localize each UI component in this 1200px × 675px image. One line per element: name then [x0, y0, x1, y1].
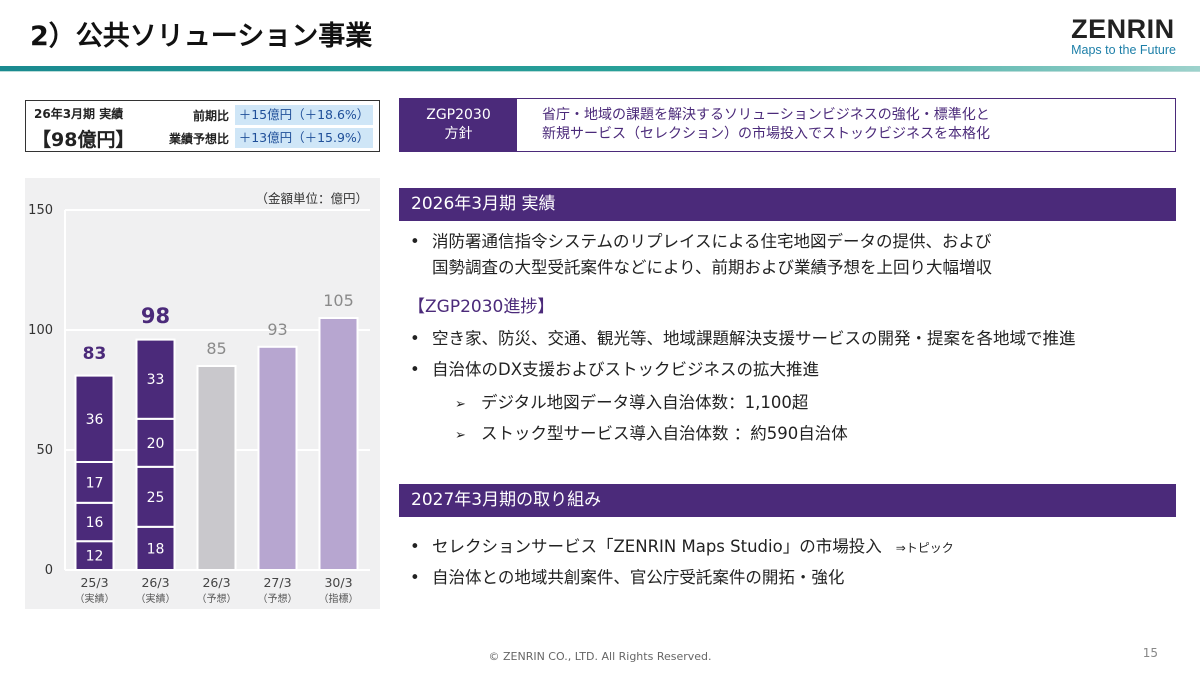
x-tick-sublabel: （予想） — [258, 592, 298, 605]
x-tick-sublabel: （実績） — [136, 592, 176, 605]
summary-row-vs-forecast: 業績予想比 ＋13億円（＋15.9%） — [169, 128, 373, 148]
summary-row-yoy: 前期比 ＋15億円（＋18.6%） — [193, 105, 373, 125]
topic-link[interactable]: ⇒トピック — [895, 541, 954, 555]
results-bullet-3-text: 自治体のDX支援およびストックビジネスの拡大推進 — [432, 360, 820, 379]
results-sub-bullet-1: ➢ デジタル地図データ導入自治体数：1,100超 — [455, 390, 808, 418]
bar-total-label: 105 — [323, 291, 354, 310]
revenue-bar-chart: 0 50 100 150 12 16 17 36 83 25/3 （実績） 18 25 20 33 98 26/… — [28, 203, 370, 605]
summary-row-value: ＋15億円（＋18.6%） — [235, 105, 373, 125]
bullet-dot: • — [410, 360, 420, 379]
bar-segment — [74, 540, 115, 572]
x-tick-label: 27/3 — [263, 575, 291, 590]
summary-row-key: 前期比 — [192, 108, 229, 123]
summary-value: 【98億円】 — [32, 129, 135, 151]
x-tick-label: 26/3 — [141, 575, 169, 590]
bar-segment — [135, 338, 176, 420]
arrow-bullet-icon: ➢ — [455, 397, 466, 412]
policy-heading-line2: 方針 — [444, 126, 473, 142]
bullet-dot: • — [410, 329, 420, 348]
results-section-header: 2026年3月期 実績 — [399, 188, 1176, 221]
logo-brand: ZENRIN — [1071, 14, 1175, 44]
bar-total-label: 83 — [83, 344, 107, 364]
copyright: © ZENRIN CO., LTD. All Rights Reserved. — [488, 650, 712, 663]
arrow-bullet-icon: ➢ — [455, 428, 466, 443]
bullet-dot: • — [410, 232, 420, 251]
results-sub-1-text: デジタル地図データ導入自治体数：1,100超 — [481, 393, 809, 412]
plans-bullet-1: • セレクションサービス「ZENRIN Maps Studio」の市場投入 ⇒トピッ… — [410, 534, 954, 561]
header-rule — [0, 66, 1200, 71]
bar-segment — [135, 417, 176, 468]
policy-text: 省庁・地域の課題を解決するソリューションビジネスの強化・標準化と 新規サービス（… — [542, 106, 990, 144]
bar-segment — [74, 501, 115, 543]
bar — [318, 317, 359, 571]
header-rule-thin — [0, 71, 1200, 72]
segment-value-label: 18 — [147, 541, 165, 557]
x-tick-label: 30/3 — [324, 575, 352, 590]
policy-line1: 省庁・地域の課題を解決するソリューションビジネスの強化・標準化と — [542, 107, 990, 123]
revenue-chart-panel: （金額単位：億円） 0 50 100 150 12 16 17 36 83 25/3 （実績） 18 2… — [25, 178, 380, 609]
results-summary-box: 26年3月期 実績 【98億円】 前期比 ＋15億円（＋18.6%） 業績予想比… — [25, 100, 380, 152]
y-tick-label: 0 — [45, 563, 53, 578]
segment-value-label: 20 — [147, 436, 165, 452]
x-tick-sublabel: （実績） — [75, 592, 115, 605]
results-sub-2-text: ストック型サービス導入自治体数 ：約590自治体 — [481, 424, 848, 443]
bullet-dot: • — [410, 537, 420, 556]
results-bullet-2: • 空き家、防災、交通、観光等、地域課題解決支援サービスの開発・提案を各地域で推進 — [410, 326, 1076, 352]
bar-total-label: 93 — [267, 320, 287, 339]
summary-row-value: ＋13億円（＋15.9%） — [235, 128, 373, 148]
y-tick-label: 100 — [28, 323, 53, 338]
bar — [257, 345, 298, 571]
x-tick-label: 26/3 — [202, 575, 230, 590]
segment-value-label: 36 — [86, 412, 104, 428]
bar-segment — [135, 465, 176, 528]
page-number: 15 — [1142, 646, 1158, 660]
plans-bullet-2-text: 自治体との地域共創案件、官公庁受託案件の開拓・強化 — [432, 568, 845, 587]
x-tick-sublabel: （指標） — [319, 592, 359, 605]
results-sub-bullet-2: ➢ ストック型サービス導入自治体数 ：約590自治体 — [455, 421, 848, 449]
results-bullet-1-line2: 国勢調査の大型受託案件などにより、前期および業績予想を上回り大幅増収 — [432, 258, 993, 277]
x-tick-sublabel: （予想） — [197, 592, 237, 605]
y-tick-label: 50 — [36, 443, 53, 458]
logo-tagline: Maps to the Future — [1071, 43, 1176, 57]
page-title: 2）公共ソリューション事業 — [30, 21, 373, 52]
segment-value-label: 16 — [86, 515, 104, 531]
segment-value-label: 33 — [147, 372, 165, 388]
bar-total-label: 85 — [206, 339, 226, 358]
results-bullet-2-text: 空き家、防災、交通、観光等、地域課題解決支援サービスの開発・提案を各地域で推進 — [432, 329, 1076, 348]
company-logo: ZENRIN Maps to the Future — [1071, 14, 1176, 57]
bar-segment — [74, 461, 115, 504]
results-bullet-1-line1: 消防署通信指令システムのリプレイスによる住宅地図データの提供、および — [432, 232, 992, 251]
summary-row-key: 業績予想比 — [168, 131, 229, 146]
summary-label: 26年3月期 実績 — [34, 107, 124, 121]
plans-section-header: 2027年3月期の取り組み — [399, 484, 1176, 517]
y-tick-label: 150 — [28, 203, 53, 218]
results-bullet-1: • 消防署通信指令システムのリプレイスによる住宅地図データの提供、および 国勢調査… — [410, 229, 992, 281]
policy-heading-line1: ZGP2030 — [426, 107, 491, 123]
plans-bullet-1-text: セレクションサービス「ZENRIN Maps Studio」の市場投入 — [432, 537, 882, 556]
bar-total-label: 98 — [141, 304, 170, 328]
bar — [196, 365, 237, 571]
chart-unit-note: （金額単位：億円） — [255, 191, 368, 206]
policy-line2: 新規サービス（セレクション）の市場投入でストックビジネスを本格化 — [542, 126, 990, 142]
segment-value-label: 12 — [86, 549, 104, 565]
progress-heading: 【ZGP2030進捗】 — [408, 297, 555, 317]
plans-bullet-2: • 自治体との地域共創案件、官公庁受託案件の開拓・強化 — [410, 565, 844, 591]
segment-value-label: 17 — [86, 475, 104, 491]
policy-heading: ZGP2030 方針 — [400, 99, 517, 151]
zgp2030-policy-box: ZGP2030 方針 省庁・地域の課題を解決するソリューションビジネスの強化・標… — [399, 98, 1176, 152]
bar-segment — [135, 525, 176, 571]
segment-value-label: 25 — [147, 490, 165, 506]
results-bullet-3: • 自治体のDX支援およびストックビジネスの拡大推進 — [410, 357, 819, 383]
bullet-dot: • — [410, 568, 420, 587]
bar-segment — [74, 374, 115, 464]
x-tick-label: 25/3 — [80, 575, 108, 590]
